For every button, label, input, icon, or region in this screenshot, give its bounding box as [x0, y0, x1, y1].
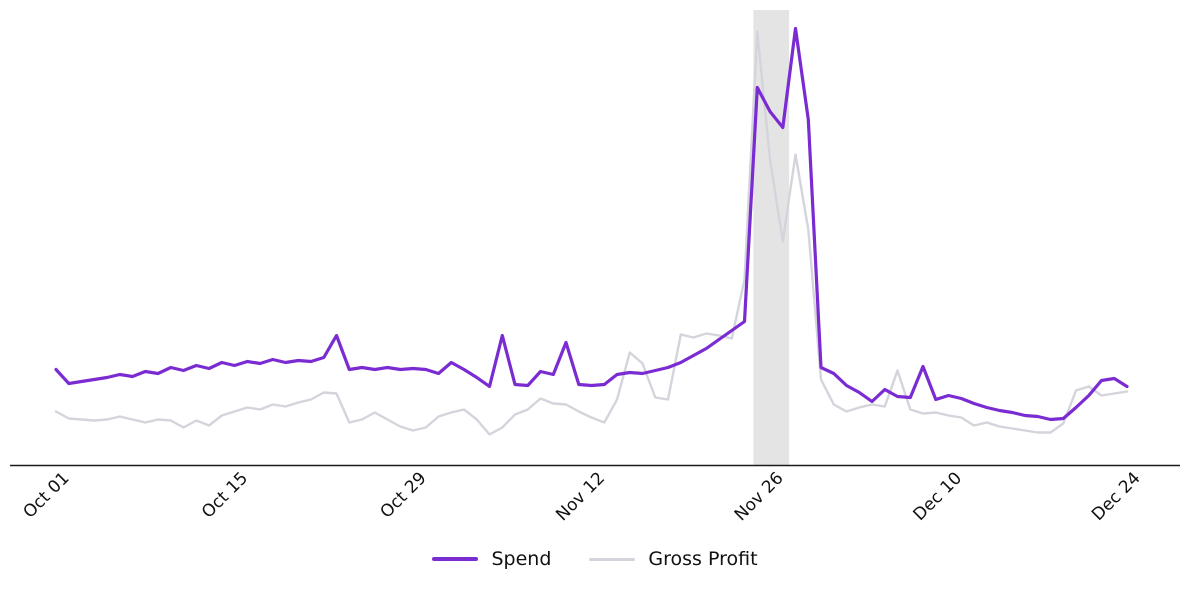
spend-line-swatch-icon: [432, 557, 479, 561]
spend-line: [54, 26, 1129, 422]
x-tick-label: Nov 26: [731, 468, 788, 525]
x-tick-label: Oct 15: [198, 468, 252, 522]
gross-profit-line: [54, 30, 1129, 436]
chart-legend: Spend Gross Profit: [0, 548, 1190, 570]
gross-profit-line-swatch-icon: [589, 557, 636, 561]
legend-label-spend: Spend: [491, 548, 552, 570]
legend-item-spend: Spend: [432, 548, 551, 570]
legend-item-gross-profit: Gross Profit: [589, 548, 758, 570]
x-tick-label: Oct 01: [19, 468, 73, 522]
x-tick-label: Oct 29: [376, 468, 430, 522]
x-tick-label: Nov 12: [552, 468, 609, 525]
x-tick-label: Dec 10: [910, 468, 967, 525]
x-tick-label: Dec 24: [1088, 468, 1145, 525]
legend-label-gross-profit: Gross Profit: [648, 548, 758, 570]
